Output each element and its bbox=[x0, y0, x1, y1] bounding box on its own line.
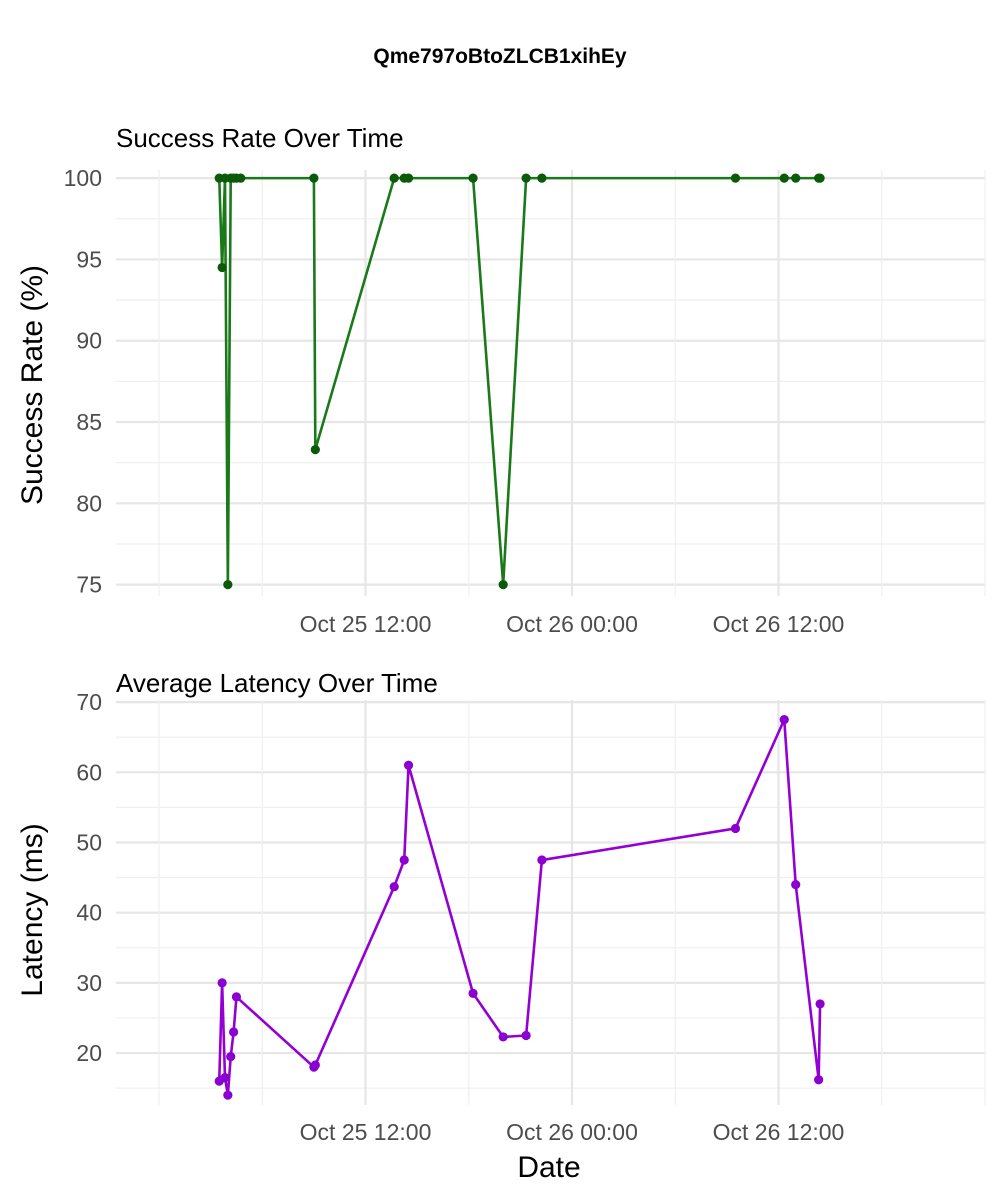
success-rate-panel: Success Rate Over Time Oct 25 12:00 Oct 2… bbox=[16, 123, 986, 637]
latency-point bbox=[228, 1027, 239, 1037]
success-point bbox=[223, 580, 233, 590]
success-point bbox=[468, 173, 478, 183]
latency-panel: Average Latency Over Time Oct 25 12:00 Oc… bbox=[16, 668, 986, 1184]
y-tick-label: 20 bbox=[76, 1040, 102, 1066]
latency-point bbox=[403, 760, 414, 770]
latency-title: Average Latency Over Time bbox=[116, 668, 438, 698]
x-tick-label: Oct 26 12:00 bbox=[713, 1119, 845, 1145]
latency-point bbox=[399, 855, 409, 865]
success-point bbox=[521, 173, 531, 183]
latency-series bbox=[214, 715, 825, 1100]
y-tick-label: 80 bbox=[76, 490, 102, 516]
latency-point bbox=[791, 880, 801, 890]
latency-point bbox=[389, 882, 399, 892]
latency-point bbox=[220, 1073, 230, 1083]
latency-point bbox=[498, 1032, 508, 1042]
y-tick-label: 95 bbox=[76, 246, 102, 272]
y-tick-label: 70 bbox=[76, 689, 102, 715]
latency-point bbox=[223, 1090, 233, 1100]
y-tick-label: 60 bbox=[76, 759, 102, 785]
y-tick-label: 40 bbox=[76, 900, 102, 926]
y-tick-label: 75 bbox=[76, 572, 102, 598]
success-rate-y-axis-title: Success Rate (%) bbox=[16, 265, 49, 505]
latency-point bbox=[217, 978, 227, 988]
y-tick-label: 85 bbox=[76, 409, 102, 435]
success-point bbox=[389, 173, 399, 183]
y-tick-label: 50 bbox=[76, 829, 102, 855]
latency-point bbox=[730, 823, 741, 834]
latency-y-axis-title: Latency (ms) bbox=[16, 823, 49, 996]
success-point bbox=[779, 173, 789, 183]
success-point bbox=[791, 173, 801, 183]
latency-grid bbox=[116, 700, 986, 1105]
latency-point bbox=[521, 1030, 531, 1041]
success-rate-title: Success Rate Over Time bbox=[116, 123, 404, 153]
x-tick-label: Oct 26 12:00 bbox=[713, 611, 845, 637]
x-tick-label: Oct 26 00:00 bbox=[506, 611, 638, 637]
success-point bbox=[236, 173, 246, 183]
latency-y-ticks: 20 30 40 50 60 70 bbox=[76, 689, 102, 1066]
y-tick-label: 90 bbox=[76, 328, 102, 354]
figure-title: Qme797oBtoZLCB1xihEy bbox=[373, 45, 627, 68]
success-point bbox=[403, 173, 414, 183]
latency-point bbox=[468, 988, 478, 998]
success-point bbox=[537, 173, 547, 183]
success-point bbox=[310, 445, 320, 455]
y-tick-label: 100 bbox=[64, 165, 102, 191]
success-line bbox=[217, 176, 821, 586]
latency-x-axis-title: Date bbox=[517, 1151, 580, 1184]
latency-point bbox=[779, 715, 789, 725]
success-rate-grid bbox=[116, 170, 986, 596]
success-rate-y-ticks: 75 80 85 90 95 100 bbox=[64, 165, 102, 597]
success-rate-series bbox=[214, 173, 825, 590]
latency-point bbox=[815, 999, 825, 1009]
success-point bbox=[498, 580, 508, 590]
x-tick-label: Oct 26 00:00 bbox=[506, 1119, 638, 1145]
success-point bbox=[730, 173, 741, 183]
success-point bbox=[815, 173, 825, 183]
latency-point bbox=[537, 855, 547, 865]
latency-x-ticks: Oct 25 12:00 Oct 26 00:00 Oct 26 12:00 bbox=[300, 1119, 845, 1145]
x-tick-label: Oct 25 12:00 bbox=[300, 1119, 432, 1145]
latency-point bbox=[310, 1060, 320, 1070]
x-tick-label: Oct 25 12:00 bbox=[300, 611, 432, 637]
latency-line bbox=[217, 718, 822, 1097]
success-rate-x-ticks: Oct 25 12:00 Oct 26 00:00 Oct 26 12:00 bbox=[300, 611, 845, 637]
latency-point bbox=[226, 1051, 236, 1062]
success-point bbox=[309, 173, 319, 183]
y-tick-label: 30 bbox=[76, 970, 102, 996]
success-point bbox=[217, 262, 227, 273]
latency-point bbox=[231, 992, 242, 1002]
latency-point bbox=[814, 1075, 824, 1085]
